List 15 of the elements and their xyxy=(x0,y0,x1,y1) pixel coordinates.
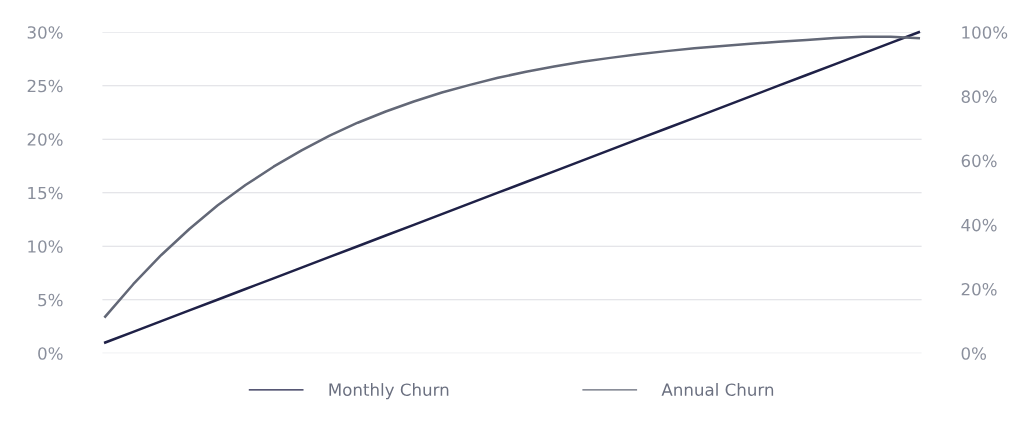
y-tick-label: 20% xyxy=(27,133,63,146)
y2-tick-label: 100% xyxy=(962,26,1008,39)
legend-label: Annual Churn xyxy=(661,383,774,396)
y-tick-label: 10% xyxy=(28,240,63,253)
y2-tick-label: 60% xyxy=(961,154,997,168)
y2-tick-label: 40% xyxy=(961,218,997,232)
y-tick-label: 15% xyxy=(28,186,63,200)
y-tick-label: 0% xyxy=(38,347,63,360)
y2-tick-label: 80% xyxy=(961,90,997,103)
y2-tick-label: 20% xyxy=(961,282,997,296)
y-tick-label: 30% xyxy=(27,26,63,39)
y-tick-label: 5% xyxy=(38,293,63,307)
y2-tick-label: 0% xyxy=(961,347,987,360)
y-tick-label: 25% xyxy=(27,79,63,93)
legend-label: Monthly Churn xyxy=(329,383,449,400)
